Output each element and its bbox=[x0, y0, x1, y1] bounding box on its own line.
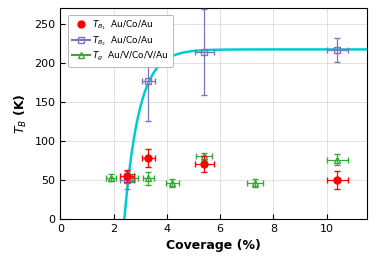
Legend: $T_{B_1}$  Au/Co/Au, $T_{B_2}$  Au/Co/Au, $T_g$  Au/V/Co/V/Au: $T_{B_1}$ Au/Co/Au, $T_{B_2}$ Au/Co/Au, … bbox=[68, 15, 173, 66]
X-axis label: Coverage (%): Coverage (%) bbox=[166, 239, 261, 252]
Y-axis label: $T_B$ (K): $T_B$ (K) bbox=[13, 93, 29, 134]
